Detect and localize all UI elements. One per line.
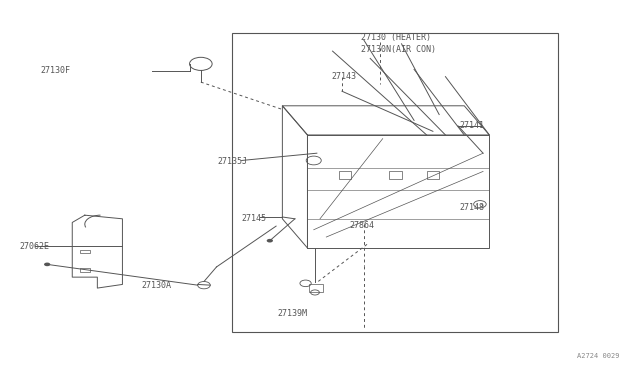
Bar	[427, 171, 439, 179]
Circle shape	[202, 60, 210, 65]
Text: 27062E: 27062E	[19, 243, 49, 251]
Bar	[307, 135, 490, 248]
Text: 27864: 27864	[349, 221, 374, 230]
Bar	[80, 268, 90, 272]
Text: 27145: 27145	[242, 214, 267, 222]
Text: A2724 0029: A2724 0029	[577, 353, 620, 359]
Text: 27148: 27148	[460, 203, 484, 212]
Bar	[308, 285, 323, 292]
Text: 27143: 27143	[332, 72, 356, 81]
Text: 27130N(AIR CON): 27130N(AIR CON)	[361, 45, 436, 54]
Bar	[389, 171, 401, 179]
Bar	[339, 171, 351, 179]
Bar	[232, 33, 558, 332]
Circle shape	[267, 239, 273, 243]
Bar	[80, 250, 90, 253]
Text: 27130 (HEATER): 27130 (HEATER)	[361, 33, 431, 42]
Text: 27139M: 27139M	[277, 309, 307, 318]
Circle shape	[44, 263, 51, 266]
Text: 27141: 27141	[460, 121, 484, 129]
Text: 27135J: 27135J	[218, 157, 248, 166]
Text: 27130A: 27130A	[141, 280, 172, 290]
Text: 27130F: 27130F	[41, 65, 71, 74]
